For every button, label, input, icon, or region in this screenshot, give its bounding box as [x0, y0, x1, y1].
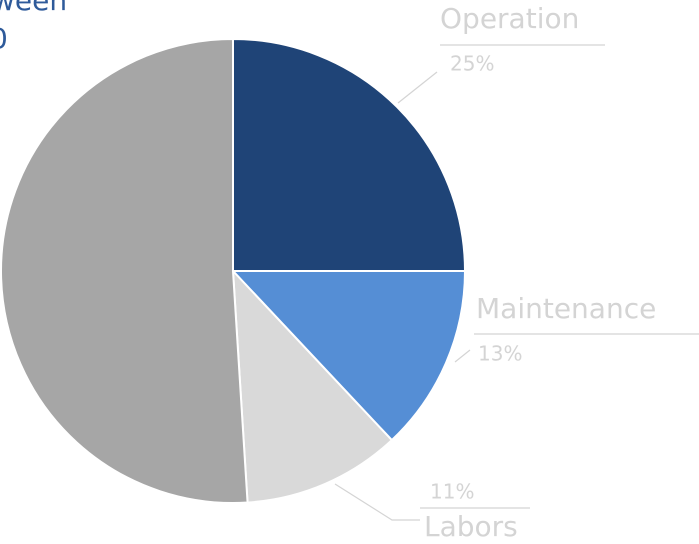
- pie-slice: [231, 268, 394, 504]
- slice-label: Labors: [424, 510, 518, 543]
- slice-value-label: 11%: [430, 480, 474, 504]
- pie-slice: [230, 270, 467, 442]
- slice-value-label: 25%: [450, 52, 494, 76]
- chart-title-line: 0: [0, 22, 8, 55]
- chart-title-line: ween: [0, 0, 67, 17]
- leader-line: [454, 349, 471, 363]
- leader-line: [334, 483, 420, 521]
- slice-value-label: 13%: [478, 342, 522, 366]
- pie-slice: [232, 37, 467, 272]
- slice-label: Maintenance: [476, 292, 656, 325]
- pie-slice: [0, 37, 249, 504]
- slice-label: Operation: [440, 2, 579, 35]
- leader-line: [397, 71, 438, 104]
